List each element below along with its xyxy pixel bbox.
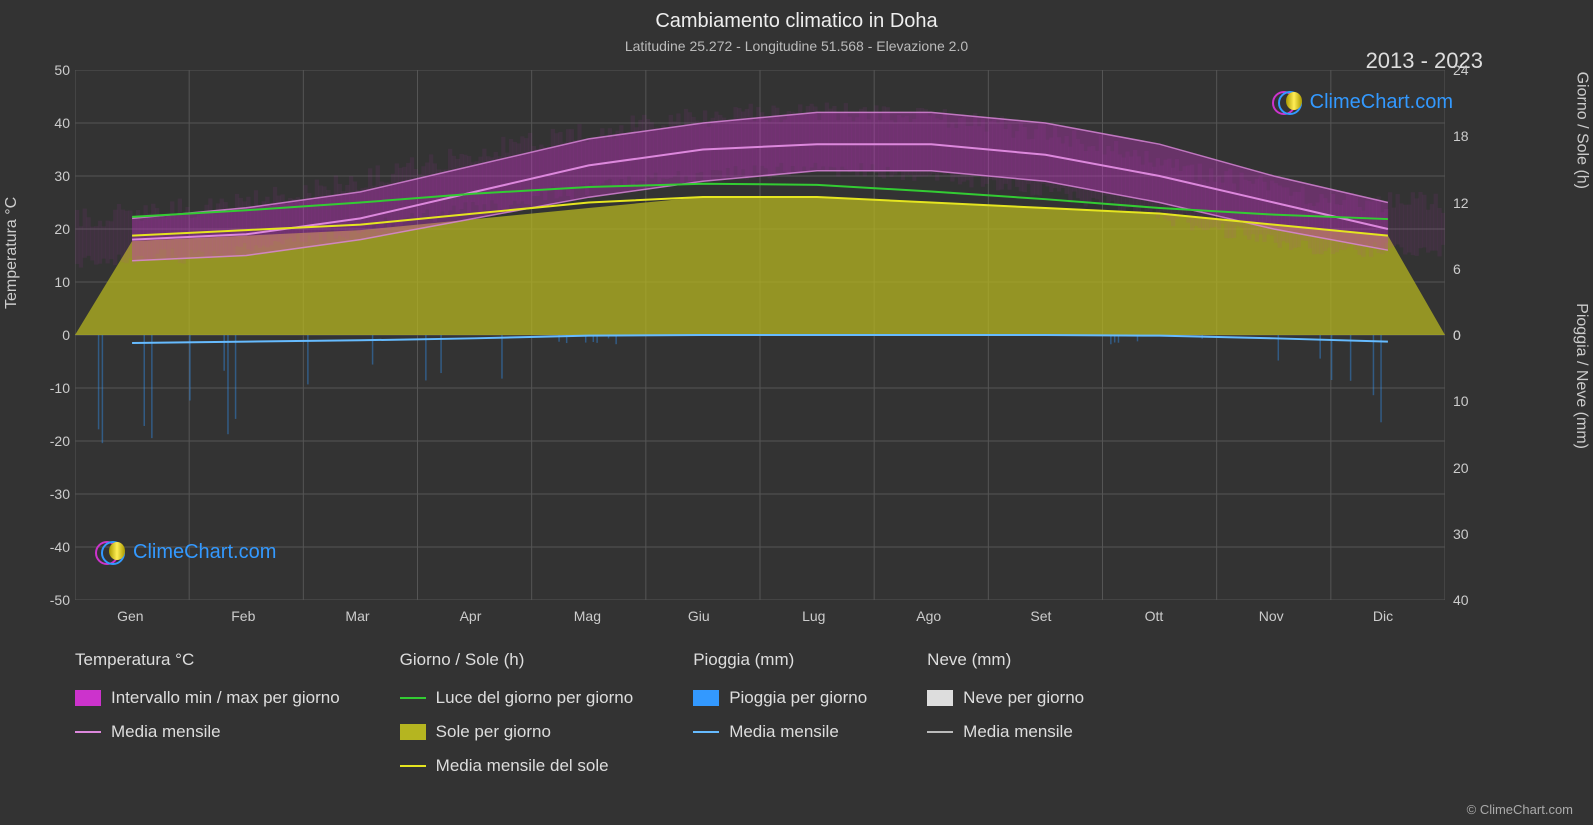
legend-temp-range-label: Intervallo min / max per giorno xyxy=(111,688,340,708)
swatch-rain-day xyxy=(693,690,719,706)
swatch-sun xyxy=(400,724,426,740)
legend-rain-day: Pioggia per giorno xyxy=(693,688,867,708)
chart-title: Cambiamento climatico in Doha xyxy=(0,10,1593,33)
y-left-tick: 10 xyxy=(40,274,70,290)
y-right-tick-mm: 40 xyxy=(1453,592,1469,608)
swatch-rain-mean xyxy=(693,731,719,733)
swatch-sun-mean xyxy=(400,765,426,767)
x-month-tick: Dic xyxy=(1373,608,1393,624)
x-month-tick: Lug xyxy=(802,608,825,624)
watermark-text: ClimeChart.com xyxy=(133,541,276,564)
y-right-tick-hour: 12 xyxy=(1453,195,1469,211)
y-left-tick: -40 xyxy=(40,539,70,555)
legend-daysun-title: Giorno / Sole (h) xyxy=(400,650,634,670)
y-left-tick: 50 xyxy=(40,62,70,78)
y-right-tick-mm: 0 xyxy=(1453,327,1461,343)
logo-icon xyxy=(95,540,127,564)
legend-snow: Neve (mm) Neve per giorno Media mensile xyxy=(927,650,1084,776)
legend-snow-day: Neve per giorno xyxy=(927,688,1084,708)
legend-rain: Pioggia (mm) Pioggia per giorno Media me… xyxy=(693,650,867,776)
legend-daylight-label: Luce del giorno per giorno xyxy=(436,688,634,708)
legend-rain-day-label: Pioggia per giorno xyxy=(729,688,867,708)
legend-rain-title: Pioggia (mm) xyxy=(693,650,867,670)
y-left-tick: 30 xyxy=(40,168,70,184)
watermark-text: ClimeChart.com xyxy=(1310,91,1453,114)
y-left-tick: -30 xyxy=(40,486,70,502)
y-left-tick: 0 xyxy=(40,327,70,343)
x-month-tick: Mag xyxy=(574,608,601,624)
chart-container: Cambiamento climatico in Doha Latitudine… xyxy=(0,0,1593,825)
plot-svg xyxy=(75,70,1445,600)
y-right-tick-hour: 6 xyxy=(1453,261,1461,277)
legend-temperature: Temperatura °C Intervallo min / max per … xyxy=(75,650,340,776)
y-axis-left-label: Temperatura °C xyxy=(3,197,21,309)
y-left-tick: 40 xyxy=(40,115,70,131)
legend-snow-title: Neve (mm) xyxy=(927,650,1084,670)
legend-temp-mean: Media mensile xyxy=(75,722,340,742)
y-right-tick-mm: 30 xyxy=(1453,526,1469,542)
swatch-snow-mean xyxy=(927,731,953,733)
legend-snow-mean: Media mensile xyxy=(927,722,1084,742)
x-month-tick: Feb xyxy=(231,608,255,624)
y-axis-right-label-bottom: Pioggia / Neve (mm) xyxy=(1572,303,1590,449)
legend-temp-title: Temperatura °C xyxy=(75,650,340,670)
legend-snow-day-label: Neve per giorno xyxy=(963,688,1084,708)
legend-sun: Sole per giorno xyxy=(400,722,634,742)
x-month-tick: Ago xyxy=(916,608,941,624)
legend-sun-mean-label: Media mensile del sole xyxy=(436,756,609,776)
x-month-tick: Gen xyxy=(117,608,143,624)
y-left-tick: 20 xyxy=(40,221,70,237)
legend: Temperatura °C Intervallo min / max per … xyxy=(75,650,1518,776)
x-month-tick: Set xyxy=(1030,608,1051,624)
legend-rain-mean: Media mensile xyxy=(693,722,867,742)
x-month-tick: Giu xyxy=(688,608,710,624)
legend-temp-mean-label: Media mensile xyxy=(111,722,221,742)
x-month-tick: Apr xyxy=(460,608,482,624)
legend-sun-label: Sole per giorno xyxy=(436,722,551,742)
y-right-tick-hour: 24 xyxy=(1453,62,1469,78)
legend-daylight: Luce del giorno per giorno xyxy=(400,688,634,708)
watermark-bottom: ClimeChart.com xyxy=(95,540,276,564)
y-right-tick-mm: 20 xyxy=(1453,460,1469,476)
x-month-tick: Ott xyxy=(1145,608,1164,624)
y-right-tick-hour: 18 xyxy=(1453,128,1469,144)
y-left-tick: -10 xyxy=(40,380,70,396)
swatch-temp-mean xyxy=(75,731,101,733)
legend-sun-mean: Media mensile del sole xyxy=(400,756,634,776)
x-month-tick: Nov xyxy=(1259,608,1284,624)
swatch-snow-day xyxy=(927,690,953,706)
swatch-daylight xyxy=(400,697,426,699)
logo-icon xyxy=(1272,90,1304,114)
chart-subtitle: Latitudine 25.272 - Longitudine 51.568 -… xyxy=(0,38,1593,54)
plot-area xyxy=(75,70,1445,600)
y-right-tick-mm: 10 xyxy=(1453,393,1469,409)
y-left-tick: -50 xyxy=(40,592,70,608)
legend-rain-mean-label: Media mensile xyxy=(729,722,839,742)
legend-temp-range: Intervallo min / max per giorno xyxy=(75,688,340,708)
legend-snow-mean-label: Media mensile xyxy=(963,722,1073,742)
y-axis-right-label-top: Giorno / Sole (h) xyxy=(1572,72,1590,189)
legend-day-sun: Giorno / Sole (h) Luce del giorno per gi… xyxy=(400,650,634,776)
x-month-tick: Mar xyxy=(345,608,369,624)
y-left-tick: -20 xyxy=(40,433,70,449)
watermark-top: ClimeChart.com xyxy=(1272,90,1453,114)
swatch-temp-range xyxy=(75,690,101,706)
copyright: © ClimeChart.com xyxy=(1467,802,1573,817)
